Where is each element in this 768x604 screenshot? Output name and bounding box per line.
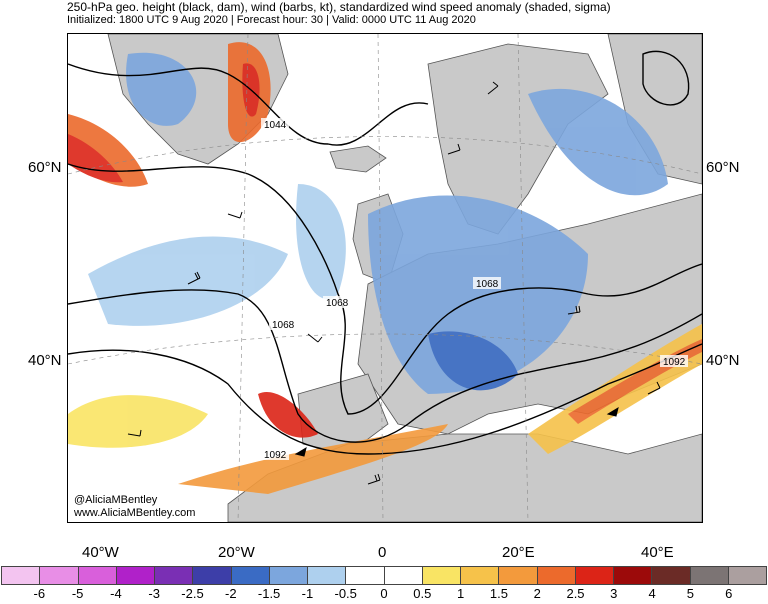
contour-label: 1044	[264, 120, 287, 131]
colorbar-swatch	[537, 566, 576, 585]
contour-label: 1068	[476, 279, 499, 290]
contour-1068a	[68, 163, 702, 415]
contour-1044	[68, 63, 429, 146]
lon-label: 20°E	[502, 544, 535, 561]
colorbar-swatch	[614, 566, 653, 585]
colorbar-label: -2	[225, 586, 237, 601]
colorbar-swatch	[690, 566, 729, 585]
colorbar-label: -5	[71, 586, 84, 601]
colorbar-label: 1	[456, 586, 465, 601]
colorbar-swatch	[346, 566, 385, 585]
colorbar-label: -2.5	[181, 586, 204, 601]
graticule-20e	[517, 34, 529, 522]
colorbar-swatch	[652, 566, 691, 585]
contour-label: 1092	[663, 357, 686, 368]
colorbar-label: -1	[301, 586, 314, 601]
colorbar-label: 4	[648, 586, 656, 601]
colorbar-labels: -6 -5 -4 -3 -2.5 -2 -1.5 -1 -0.5 0 0.5 1 1.5 2 2.5 3 4 5 6	[0, 586, 768, 604]
russia-north	[607, 34, 702, 185]
colorbar-label: 0	[380, 586, 388, 601]
colorbar-label: 2	[533, 586, 541, 601]
contour-closed-russia	[642, 50, 690, 106]
colorbar-label: 3	[610, 586, 618, 601]
graticule-0	[377, 34, 384, 522]
lon-label: 40°E	[641, 544, 674, 561]
lon-label: 20°W	[218, 544, 255, 561]
graticule-20w	[237, 34, 249, 522]
colorbar	[1, 566, 767, 585]
anomaly-blue-russia	[528, 88, 668, 196]
colorbar-swatch	[269, 566, 308, 585]
height-contours	[68, 50, 702, 455]
colorbar-swatch	[575, 566, 614, 585]
lat-label-right: 60°N	[706, 159, 740, 176]
colorbar-label: -0.5	[334, 586, 357, 601]
lat-label-left: 60°N	[28, 159, 62, 176]
colorbar-swatch	[461, 566, 500, 585]
iceland	[329, 145, 387, 173]
colorbar-label: -4	[110, 586, 122, 601]
colorbar-label: -6	[33, 586, 46, 601]
credit-twitter: @AliciaMBentley	[72, 494, 160, 506]
colorbar-label: 2.5	[566, 586, 585, 601]
contour-label: 1068	[326, 298, 349, 309]
lon-label: 40°W	[82, 544, 119, 561]
colorbar-swatch	[728, 566, 767, 585]
anomaly-darkred-labrador	[68, 134, 123, 183]
wind-barbs	[127, 81, 661, 485]
anomaly-yellow-south	[68, 395, 208, 448]
map-subtitle: Initialized: 1800 UTC 9 Aug 2020 | Forec…	[67, 14, 476, 26]
map-panel: 1044 1068 1068 1068 1092 1092	[67, 33, 703, 523]
colorbar-swatch	[40, 566, 79, 585]
colorbar-swatch	[308, 566, 347, 585]
anomaly-red-trough	[258, 392, 318, 438]
lat-label-left: 40°N	[28, 352, 62, 369]
colorbar-swatch	[499, 566, 538, 585]
contour-label: 1092	[264, 450, 287, 461]
anomaly-orange-jet-south	[178, 424, 448, 494]
colorbar-label: -3	[148, 586, 160, 601]
anomaly-blue-atlantic	[88, 236, 288, 326]
colorbar-swatch	[78, 566, 117, 585]
map-canvas: 1044 1068 1068 1068 1092 1092	[68, 34, 702, 522]
colorbar-swatch	[422, 566, 461, 585]
colorbar-label: 0.5	[413, 586, 432, 601]
anomaly-blue-core	[428, 331, 518, 391]
colorbar-swatch	[231, 566, 270, 585]
anomaly-blue-europe	[368, 195, 588, 394]
map-title: 250-hPa geo. height (black, dam), wind (…	[67, 0, 611, 14]
credit-website: www.AliciaMBentley.com	[72, 507, 198, 519]
colorbar-label: 6	[725, 586, 733, 601]
colorbar-swatch	[1, 566, 41, 585]
contour-1092	[68, 343, 702, 455]
colorbar-swatch	[155, 566, 194, 585]
colorbar-swatch	[384, 566, 423, 585]
contour-label: 1068	[272, 320, 295, 331]
lon-label: 0	[378, 544, 387, 561]
colorbar-swatch	[193, 566, 232, 585]
colorbar-label: 5	[686, 586, 695, 601]
contour-1068b	[68, 289, 702, 443]
colorbar-swatch	[116, 566, 155, 585]
lat-label-right: 40°N	[706, 352, 740, 369]
contour-label-group: 1044 1068 1068 1068 1092 1092	[261, 118, 688, 461]
anomaly-blue-ridge	[296, 184, 346, 300]
graticule	[68, 34, 702, 522]
graticule-60n	[68, 136, 702, 175]
colorbar-label: 1.5	[489, 586, 508, 601]
colorbar-label: -1.5	[257, 586, 281, 601]
